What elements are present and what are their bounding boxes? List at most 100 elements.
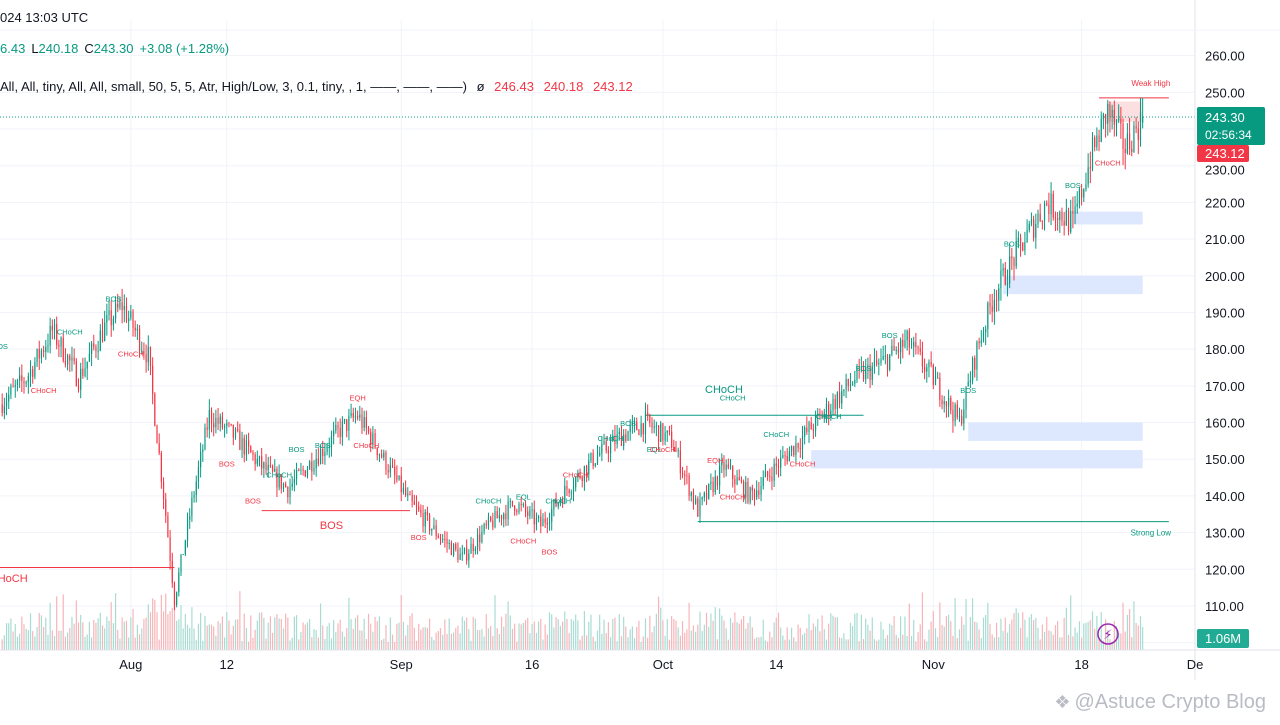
x-tick-label: 12 [220, 657, 234, 672]
volume-bar [633, 638, 636, 650]
candle-body [141, 350, 143, 352]
candle-body [849, 384, 852, 386]
candle-body [88, 353, 91, 362]
volume-bar [1083, 623, 1085, 650]
candle [555, 492, 557, 508]
candle-body [1061, 211, 1063, 221]
candle [250, 445, 252, 453]
candle-body [1019, 237, 1022, 243]
candle-body [45, 346, 47, 352]
candle [145, 344, 147, 373]
volume-bar [1019, 627, 1022, 650]
candle [546, 517, 548, 534]
candle [21, 364, 23, 392]
candle [930, 351, 932, 368]
volume-bar [228, 620, 230, 650]
candle-body [616, 434, 618, 445]
candle-body [710, 481, 712, 484]
candle [653, 419, 655, 434]
lightning-icon [1097, 623, 1119, 645]
candle [108, 300, 110, 321]
candle [847, 378, 849, 392]
volume-bar [335, 632, 337, 650]
volume-bar [910, 635, 913, 650]
volume-bar [505, 613, 507, 650]
candle [989, 294, 991, 315]
candle [1061, 207, 1063, 226]
volume-bar [553, 627, 555, 650]
volume-bar [378, 616, 381, 650]
candle [71, 346, 73, 372]
candle [335, 417, 337, 434]
candle [173, 581, 176, 611]
candle [902, 333, 904, 359]
candle [64, 348, 67, 368]
candle [548, 512, 551, 531]
candle [629, 419, 631, 441]
volume-bar [623, 616, 625, 650]
volume-bar [125, 620, 128, 650]
candle [825, 397, 828, 424]
candle-body [97, 350, 99, 352]
candle-body [361, 414, 363, 428]
candle-body [370, 432, 372, 446]
candle-body [913, 341, 915, 348]
candle-body [814, 414, 817, 431]
candle-body [228, 423, 230, 425]
volume-bar [636, 627, 638, 650]
volume-bar [716, 639, 719, 650]
candle-body [551, 509, 553, 522]
volume-bar [86, 634, 88, 650]
volume-bar [845, 639, 847, 650]
candle-body [409, 493, 411, 496]
candle-body [838, 392, 841, 404]
candle-body [666, 430, 668, 433]
candle-body [832, 399, 834, 411]
candle [274, 459, 276, 473]
candle [1004, 261, 1006, 286]
volume-bar [381, 640, 383, 650]
candle-body [762, 477, 764, 487]
candle-body [745, 481, 747, 498]
candle [760, 476, 762, 502]
candle-body [716, 476, 719, 486]
candle-body [797, 443, 799, 449]
candle [282, 482, 285, 493]
candle [221, 412, 224, 430]
y-tick-label: 190.00 [1205, 305, 1245, 320]
candle-body [858, 366, 860, 368]
candle [660, 421, 662, 442]
candle [224, 423, 226, 438]
candle-body [483, 524, 485, 532]
candle-body [692, 492, 695, 504]
volume-bar [601, 633, 603, 650]
candle [415, 495, 418, 515]
volume-bar [80, 614, 82, 650]
candle [786, 448, 788, 465]
candle-body [394, 466, 396, 476]
volume-bar [882, 629, 884, 650]
volume-bar [906, 635, 908, 650]
candle-body [671, 431, 673, 447]
candle [908, 328, 910, 355]
candle-body [1065, 210, 1067, 226]
volume-bar [712, 620, 714, 650]
volume-bar [956, 638, 958, 650]
volume-bar [790, 627, 793, 650]
volume-bar [418, 623, 420, 650]
structure-annotation: BOS [219, 460, 235, 469]
indicator-legend[interactable]: All, All, tiny, All, All, small, 50, 5, … [0, 79, 639, 94]
candle-body [357, 416, 359, 418]
volume-bar [374, 616, 376, 650]
candle-body [583, 465, 586, 482]
candle-body [285, 483, 287, 488]
candle-body [522, 504, 524, 506]
candle-body [121, 302, 123, 310]
candle-body [533, 509, 535, 525]
candle [376, 447, 378, 461]
volume-bar [1087, 621, 1089, 650]
candle-body [149, 346, 152, 366]
volume-bar [217, 621, 219, 650]
candle-body [764, 471, 767, 478]
